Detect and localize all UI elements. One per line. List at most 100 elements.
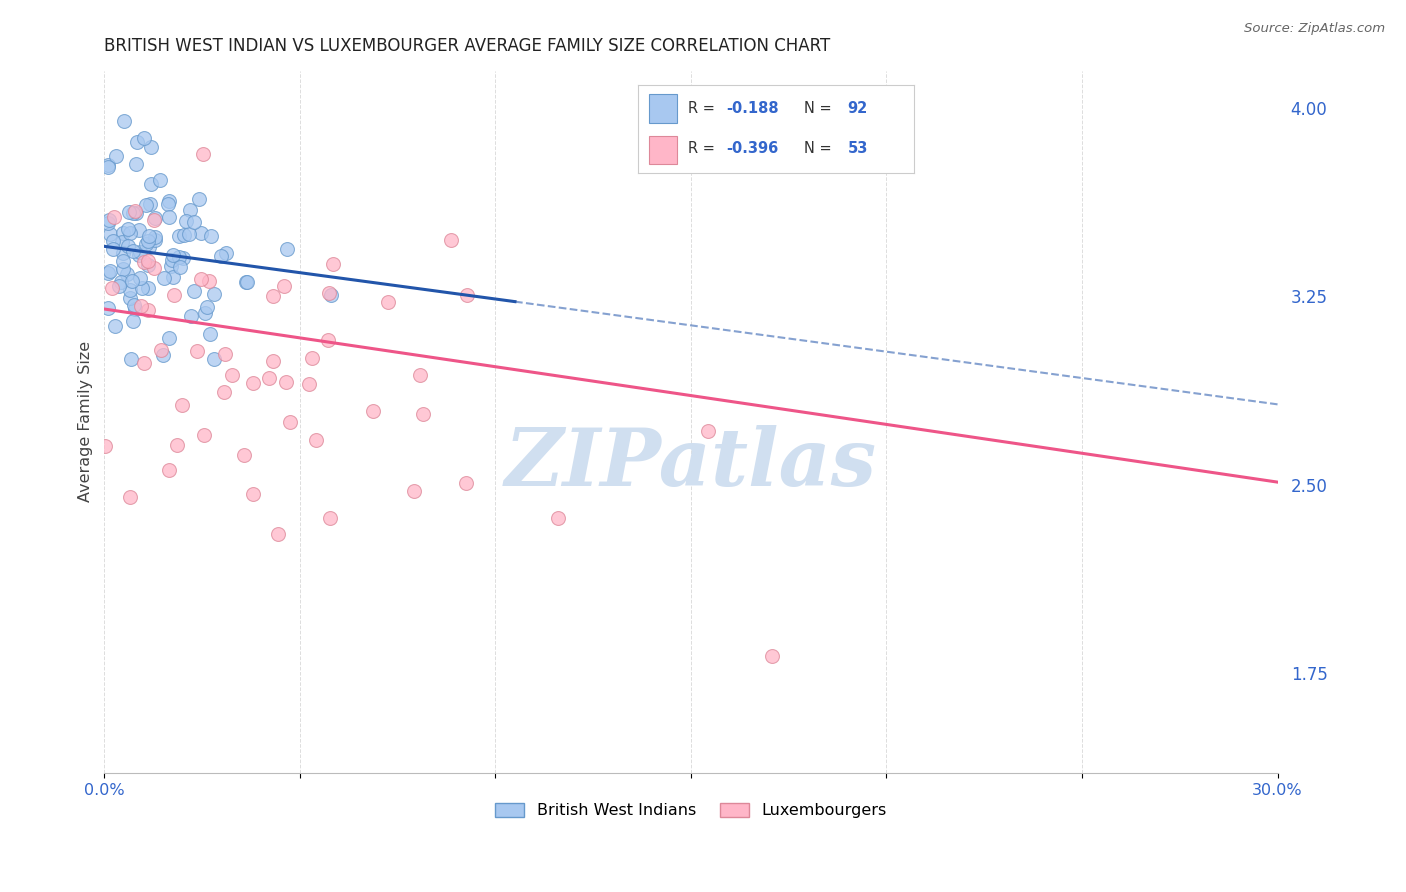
Point xyxy=(115,267,138,281)
Point xyxy=(111,235,134,249)
Point xyxy=(377,294,399,309)
Point xyxy=(122,206,145,220)
Point xyxy=(138,197,160,211)
Point xyxy=(121,274,143,288)
Point xyxy=(167,250,190,264)
Point xyxy=(100,227,122,241)
Point xyxy=(136,281,159,295)
Point xyxy=(111,227,134,241)
Point xyxy=(402,484,425,499)
Point xyxy=(169,260,191,274)
Point xyxy=(319,511,342,525)
Legend: British West Indians, Luxembourgers: British West Indians, Luxembourgers xyxy=(489,797,893,825)
Point xyxy=(141,177,163,191)
Text: Source: ZipAtlas.com: Source: ZipAtlas.com xyxy=(1244,22,1385,36)
Point xyxy=(112,246,135,260)
Point xyxy=(141,140,163,154)
Point xyxy=(149,172,172,186)
Point xyxy=(122,298,145,312)
Point xyxy=(118,284,141,298)
Point xyxy=(138,253,160,268)
Point xyxy=(262,289,284,303)
Point xyxy=(97,301,120,315)
Point xyxy=(152,270,174,285)
Point xyxy=(112,114,135,128)
Point xyxy=(179,227,201,241)
Point xyxy=(118,226,141,240)
Point xyxy=(180,309,202,323)
Point xyxy=(124,156,146,170)
Point xyxy=(118,490,141,504)
Point xyxy=(273,278,295,293)
Point xyxy=(298,377,321,392)
Point xyxy=(697,424,720,438)
Point xyxy=(98,264,121,278)
Point xyxy=(104,319,127,334)
Point xyxy=(142,213,165,227)
Point xyxy=(280,416,302,430)
Point xyxy=(118,204,141,219)
Point xyxy=(162,287,184,301)
Point xyxy=(135,197,157,211)
Point xyxy=(132,255,155,269)
Point xyxy=(97,160,120,174)
Point xyxy=(318,286,340,301)
Point xyxy=(150,343,173,357)
Point xyxy=(214,347,236,361)
Point xyxy=(117,222,139,236)
Point xyxy=(136,234,159,248)
Point xyxy=(97,216,120,230)
Point xyxy=(214,246,236,260)
Point xyxy=(202,352,225,367)
Point xyxy=(97,157,120,171)
Point xyxy=(124,302,146,317)
Point xyxy=(301,351,323,365)
Point xyxy=(209,249,232,263)
Point xyxy=(170,398,193,412)
Point xyxy=(157,210,180,224)
Point xyxy=(131,299,153,313)
Point xyxy=(304,433,326,447)
Point xyxy=(160,252,183,267)
Point xyxy=(174,214,197,228)
Point xyxy=(761,649,783,664)
Point xyxy=(157,194,180,208)
Point xyxy=(236,275,259,289)
Point xyxy=(143,233,166,247)
Point xyxy=(128,223,150,237)
Point xyxy=(221,368,243,383)
Point xyxy=(138,228,160,243)
Point xyxy=(190,226,212,240)
Text: ZIPatlas: ZIPatlas xyxy=(505,425,877,503)
Point xyxy=(103,210,125,224)
Point xyxy=(128,244,150,259)
Point xyxy=(242,487,264,501)
Point xyxy=(167,228,190,243)
Point xyxy=(110,275,132,289)
Point xyxy=(143,230,166,244)
Point xyxy=(409,368,432,383)
Point xyxy=(132,130,155,145)
Point xyxy=(143,260,166,275)
Point xyxy=(454,476,477,491)
Point xyxy=(111,253,134,268)
Point xyxy=(131,281,153,295)
Point xyxy=(456,288,478,302)
Point xyxy=(361,404,384,418)
Point xyxy=(316,333,339,347)
Point xyxy=(143,211,166,225)
Point xyxy=(190,272,212,286)
Point xyxy=(440,234,463,248)
Point xyxy=(107,279,129,293)
Point xyxy=(138,239,160,253)
Point xyxy=(412,407,434,421)
Point xyxy=(242,376,264,390)
Point xyxy=(186,344,208,359)
Point xyxy=(547,511,569,525)
Point xyxy=(117,239,139,253)
Point xyxy=(194,306,217,320)
Point xyxy=(128,270,150,285)
Point xyxy=(262,354,284,368)
Point xyxy=(121,314,143,328)
Point xyxy=(138,302,160,317)
